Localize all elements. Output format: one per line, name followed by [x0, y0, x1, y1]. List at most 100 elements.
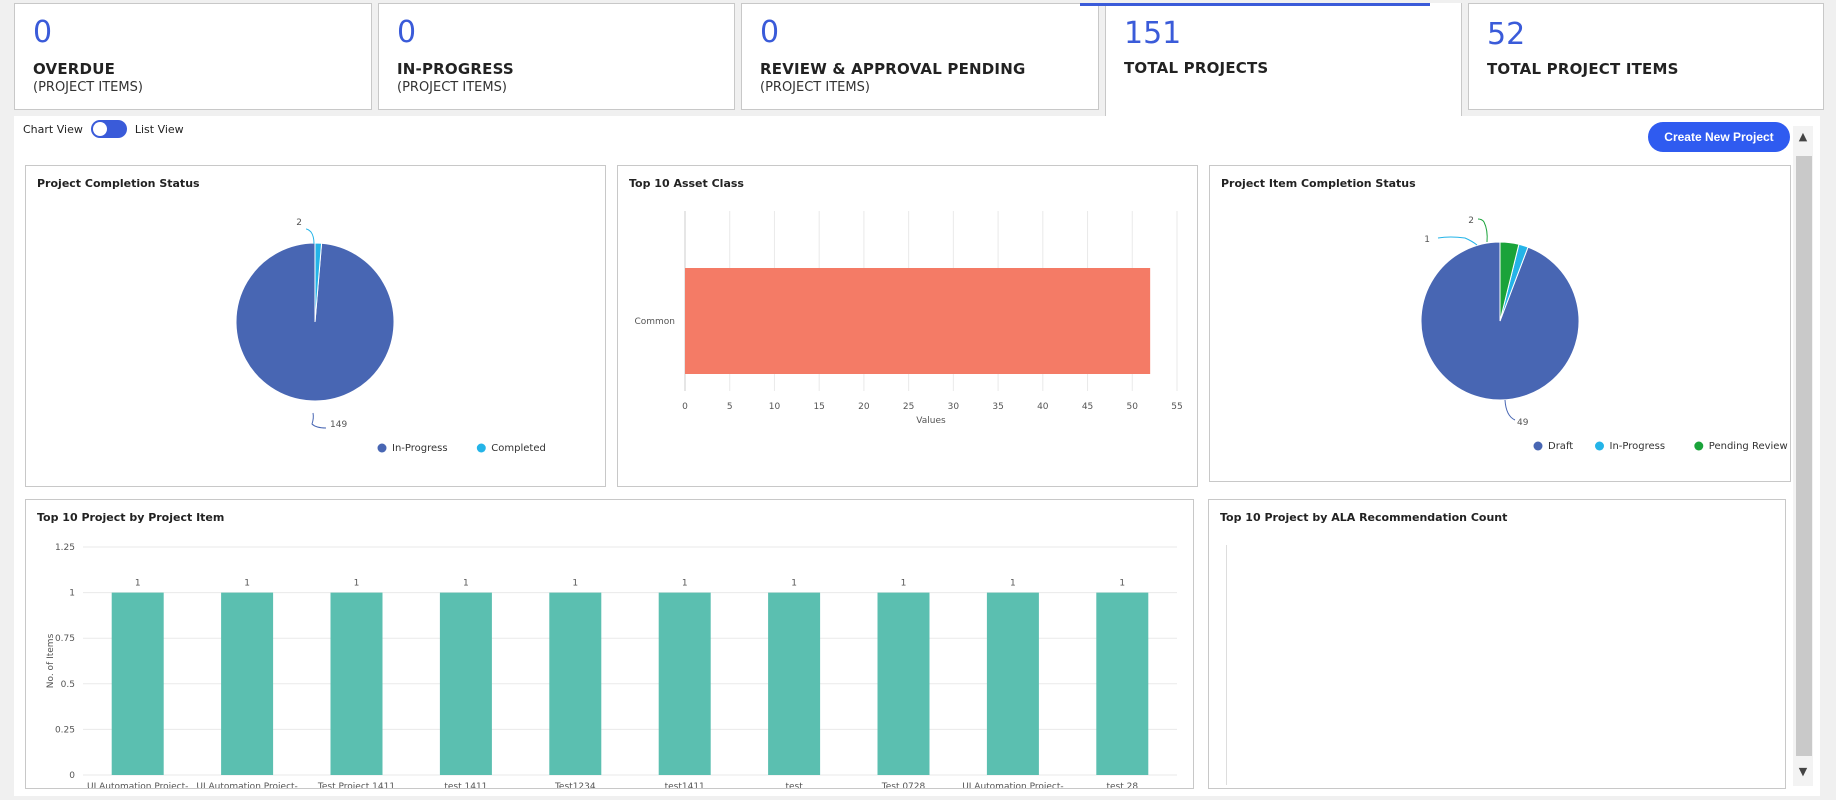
x-tick-label: test1411 — [665, 782, 705, 789]
kpi-review-approval-pending[interactable]: 0 REVIEW & APPROVAL PENDING (PROJECT ITE… — [741, 3, 1099, 110]
bar-value-label: 1 — [901, 579, 907, 589]
x-tick-label: test 28 — [1106, 782, 1138, 789]
slice-value-label: 1 — [1424, 235, 1430, 245]
switch-knob — [92, 122, 107, 136]
y-tick-label: 0.25 — [55, 725, 75, 735]
vertical-scrollbar[interactable]: ▲ ▼ — [1793, 126, 1813, 786]
pie-slice — [314, 242, 323, 323]
bar-value-label: 1 — [244, 579, 250, 589]
kpi-value: 151 — [1124, 16, 1182, 51]
chart-title: Top 10 Project by Project Item — [37, 511, 225, 524]
bar-chart-asset-class: 0 5 10 15 20 25 30 35 40 45 50 55 Common Values — [634, 211, 1183, 426]
bar-value-label: 1 — [1119, 579, 1125, 589]
chart-title: Top 10 Asset Class — [629, 177, 744, 190]
legend-marker — [377, 443, 387, 453]
y-tick-label: 1.25 — [55, 543, 75, 553]
create-new-project-button[interactable]: Create New Project — [1648, 122, 1790, 152]
legend-marker — [1694, 441, 1704, 451]
pie-slice — [1499, 241, 1520, 322]
kpi-sublabel: (PROJECT ITEMS) — [397, 80, 507, 95]
x-tick-label: Test 0728 — [881, 782, 926, 789]
kpi-label: TOTAL PROJECT ITEMS — [1487, 60, 1679, 78]
x-tick-label: 5 — [727, 402, 733, 412]
x-tick-label: 10 — [769, 402, 781, 412]
legend-marker — [476, 443, 486, 453]
x-tick-label: test 1411 — [444, 782, 487, 789]
x-tick-label: Test Project 1411 — [317, 782, 395, 789]
x-tick-label: Test1234 — [554, 782, 596, 789]
x-tick-label: UI Automation Project- — [87, 782, 188, 789]
bar — [768, 592, 821, 775]
bar-value-label: 1 — [1010, 579, 1016, 589]
x-tick-label: 45 — [1082, 402, 1093, 412]
legend-label: Pending Review — [1709, 441, 1788, 452]
bar-value-label: 1 — [463, 579, 469, 589]
kpi-value: 52 — [1487, 17, 1526, 52]
slice-value-label: 2 — [1468, 216, 1474, 226]
kpi-label: IN-PROGRESS — [397, 60, 514, 78]
scroll-down-icon[interactable]: ▼ — [1798, 765, 1808, 778]
chart-card-top10-project-by-item: 0 0.25 0.5 0.75 1 1.25 No. of Items 1 UI Automat… — [25, 499, 1194, 789]
x-tick-label: 35 — [992, 402, 1003, 412]
list-view-label: List View — [134, 122, 184, 136]
x-tick-label: 55 — [1171, 402, 1182, 412]
bar — [986, 592, 1039, 775]
empty-chart-axis — [1226, 545, 1227, 785]
scroll-up-icon[interactable]: ▲ — [1798, 130, 1808, 143]
x-tick-label: 0 — [682, 402, 688, 412]
slice-leader-line — [305, 228, 315, 245]
y-tick-label: 0.5 — [61, 680, 75, 690]
legend-marker — [1533, 441, 1543, 451]
chart-title: Top 10 Project by ALA Recommendation Cou… — [1220, 511, 1508, 524]
x-tick-label: 15 — [813, 402, 824, 412]
slice-value-label: 49 — [1517, 418, 1529, 428]
slice-leader-line — [1504, 399, 1516, 421]
legend-marker — [1595, 441, 1604, 451]
x-tick-label: test — [785, 782, 803, 789]
kpi-overdue[interactable]: 0 OVERDUE (PROJECT ITEMS) — [14, 3, 372, 110]
x-tick-label: 20 — [858, 402, 870, 412]
bar-chart-project-items: 0 0.25 0.5 0.75 1 1.25 No. of Items 1 UI Automat… — [46, 543, 1177, 789]
kpi-label: TOTAL PROJECTS — [1124, 59, 1269, 77]
legend-label: Completed — [491, 443, 546, 454]
chart-title: Project Item Completion Status — [1221, 177, 1416, 190]
bar — [439, 592, 492, 775]
chart-title: Project Completion Status — [37, 177, 200, 190]
bar — [1096, 592, 1149, 775]
x-tick-label: 30 — [948, 402, 960, 412]
chart-view-label: Chart View — [23, 122, 83, 136]
bar-value-label: 1 — [135, 579, 141, 589]
y-tick-label: 1 — [69, 589, 75, 599]
y-tick-label: 0 — [69, 771, 75, 781]
kpi-total-projects[interactable]: 151 TOTAL PROJECTS — [1080, 3, 1462, 117]
pie-chart-project-completion: 149 2 In-Progress Completed — [235, 218, 546, 454]
kpi-value: 0 — [33, 15, 53, 50]
view-toggle: Chart View List View — [23, 120, 184, 138]
kpi-total-project-items[interactable]: 52 TOTAL PROJECT ITEMS — [1468, 3, 1824, 110]
x-tick-label: UI Automation Project- — [962, 782, 1063, 789]
view-switch[interactable] — [90, 120, 127, 138]
kpi-value: 0 — [760, 15, 780, 50]
x-tick-label: 50 — [1127, 402, 1139, 412]
kpi-label: REVIEW & APPROVAL PENDING — [760, 60, 1026, 78]
bar-value-label: 1 — [682, 579, 688, 589]
x-axis-label: Values — [916, 416, 946, 426]
y-tick-label: 0.75 — [55, 634, 75, 644]
bar — [221, 592, 274, 775]
slice-leader-line — [1477, 218, 1488, 243]
bar-value-label: 1 — [354, 579, 360, 589]
slice-leader-line — [1437, 236, 1478, 246]
kpi-sublabel: (PROJECT ITEMS) — [760, 80, 870, 95]
chart-card-top10-ala-recommendation: Top 10 Project by ALA Recommendation Cou… — [1208, 499, 1786, 789]
kpi-in-progress[interactable]: 0 IN-PROGRESS (PROJECT ITEMS) — [378, 3, 735, 110]
legend-label: In-Progress — [392, 443, 448, 454]
pie-chart-project-item-completion: 49 1 2 Draft In-Progress Pending Review — [1420, 216, 1788, 452]
y-tick-label: Common — [634, 317, 675, 327]
scrollbar-thumb[interactable] — [1796, 156, 1812, 756]
bar — [685, 268, 1151, 374]
legend-label: In-Progress — [1610, 441, 1666, 452]
slice-value-label: 2 — [296, 218, 302, 228]
bar-value-label: 1 — [572, 579, 578, 589]
kpi-label: OVERDUE — [33, 60, 116, 78]
bar — [549, 592, 602, 775]
